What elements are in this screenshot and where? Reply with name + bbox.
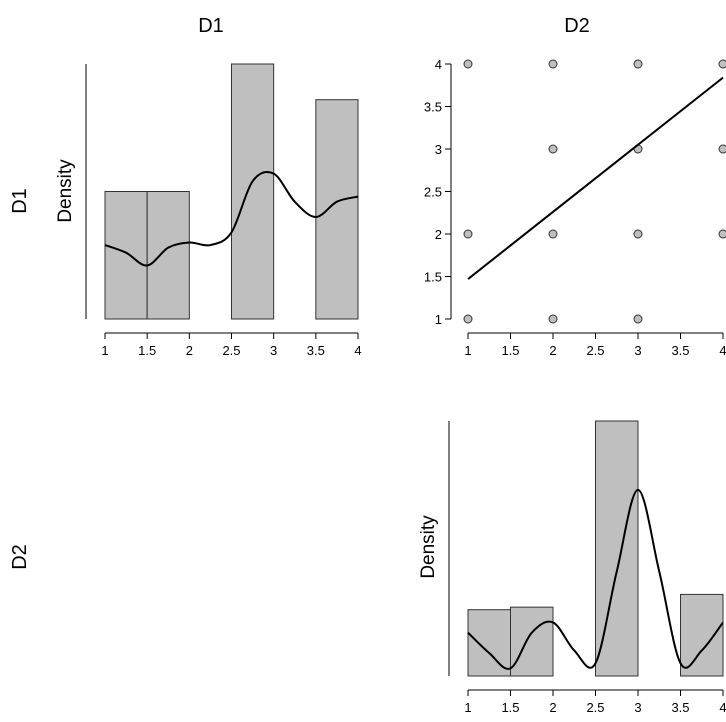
- hist-d1-x-tick-label-4: 3: [270, 343, 277, 358]
- hist-d2-x-tick-label-6: 4: [719, 700, 726, 715]
- scatter-point-7: [463, 229, 473, 239]
- histogram-d2-panel: 1 1.5 2 2.5 3 3.5 4: [448, 420, 726, 715]
- scatter-x-tick-label-3: 2.5: [586, 343, 604, 358]
- hist-d1-bar-3: [231, 63, 275, 320]
- scatter-point-12: [548, 314, 558, 324]
- scatter-x-tick-label-4: 3: [634, 343, 641, 358]
- scatter-x-tick-label-0: 1: [464, 343, 471, 358]
- column-header-d2: D2: [564, 15, 590, 37]
- hist-d1-x-tick-label-2: 2: [186, 343, 193, 358]
- scatter-x-tick-label-1: 1.5: [501, 343, 519, 358]
- scatter-d2-vs-d1-panel: 1 1.5 2 2.5 3 3.5 4 1 1.5 2 2.5 3 3.5 4: [424, 57, 726, 358]
- scatter-x-tick-label-2: 2: [549, 343, 556, 358]
- hist-d1-x-tick-label-0: 1: [101, 343, 108, 358]
- hist-d2-x-tick-label-2: 2: [549, 700, 556, 715]
- scatter-point-3: [718, 59, 726, 69]
- row-header-d2: D2: [9, 544, 31, 570]
- scatter-point-10: [718, 229, 726, 239]
- scatter-y-tick-label-0: 1: [435, 312, 442, 327]
- hist-d1-x-tick-label-5: 3.5: [307, 343, 325, 358]
- hist-d2-bar-1: [510, 606, 554, 677]
- hist-d2-x-tick-label-0: 1: [464, 700, 471, 715]
- density-label-d2: Density: [418, 515, 439, 579]
- scatter-fit-line: [467, 76, 724, 280]
- scatter-point-2: [633, 59, 643, 69]
- scatter-point-8: [548, 229, 558, 239]
- scatter-point-11: [463, 314, 473, 324]
- hist-d2-x-tick-label-3: 2.5: [586, 700, 604, 715]
- scatter-x-tick-label-6: 4: [719, 343, 726, 358]
- hist-d1-x-tick-label-3: 2.5: [222, 343, 240, 358]
- scatter-point-0: [463, 59, 473, 69]
- scatter-point-9: [633, 229, 643, 239]
- scatter-point-6: [718, 144, 726, 154]
- scatter-y-tick-label-2: 2: [435, 227, 442, 242]
- hist-d1-x-tick-label-1: 1.5: [138, 343, 156, 358]
- hist-d2-x-tick-label-1: 1.5: [501, 700, 519, 715]
- scatter-y-tick-label-6: 4: [435, 57, 442, 72]
- density-label-d1: Density: [55, 159, 76, 223]
- scatter-point-4: [548, 144, 558, 154]
- histogram-d1-panel: 1 1.5 2 2.5 3 3.5 4: [85, 63, 362, 358]
- hist-d1-density-curve: [104, 170, 359, 267]
- hist-d2-density-curve: [467, 488, 724, 670]
- scatter-y-tick-label-5: 3.5: [424, 100, 442, 115]
- hist-d1-bar-5: [315, 99, 359, 320]
- scatter-x-tick-label-5: 3.5: [671, 343, 689, 358]
- hist-d2-x-tick-label-4: 3: [634, 700, 641, 715]
- scatter-y-tick-label-4: 3: [435, 142, 442, 157]
- row-header-d1: D1: [9, 188, 31, 214]
- hist-d2-bar-5: [680, 593, 724, 677]
- scatter-point-13: [633, 314, 643, 324]
- hist-d1-x-tick-label-6: 4: [354, 343, 361, 358]
- column-header-d1: D1: [198, 15, 224, 37]
- hist-d2-bar-3: [595, 420, 639, 677]
- hist-d2-x-tick-label-5: 3.5: [671, 700, 689, 715]
- hist-d1-bar-1: [146, 191, 190, 320]
- scatter-y-tick-label-1: 1.5: [424, 270, 442, 285]
- hist-d2-bar-0: [467, 609, 511, 677]
- hist-d1-bar-0: [104, 191, 148, 320]
- scatter-point-1: [548, 59, 558, 69]
- scatter-y-tick-label-3: 2.5: [424, 185, 442, 200]
